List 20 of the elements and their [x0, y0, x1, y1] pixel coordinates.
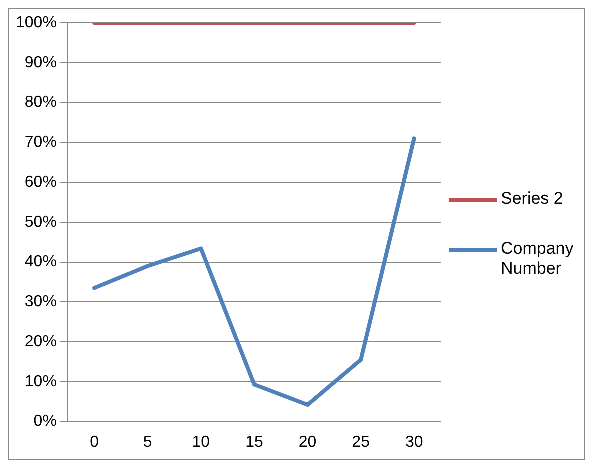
x-tick-label: 5 — [143, 434, 152, 451]
y-tick-label: 20% — [24, 333, 57, 350]
x-tick-label: 0 — [90, 434, 100, 451]
y-tick-label: 80% — [24, 94, 57, 112]
y-tick-label: 100% — [16, 14, 57, 32]
x-tick-label: 15 — [246, 434, 264, 451]
x-tick-label: 30 — [405, 434, 424, 451]
x-tick-label: 10 — [192, 434, 210, 451]
y-tick-label: 10% — [24, 373, 57, 390]
y-tick-label: 50% — [24, 214, 57, 231]
legend-label: Series 2 — [501, 189, 564, 209]
x-tick-label: 20 — [298, 434, 317, 451]
y-tick-label: 70% — [24, 134, 57, 152]
y-tick-label: 30% — [24, 294, 57, 311]
y-tick-label: 60% — [24, 174, 57, 191]
x-tick-label: 25 — [352, 434, 370, 451]
y-tick-label: 0% — [34, 413, 57, 430]
legend-label: Company Number — [501, 239, 575, 279]
y-tick-label: 90% — [24, 54, 57, 72]
y-tick-label: 40% — [24, 254, 57, 271]
